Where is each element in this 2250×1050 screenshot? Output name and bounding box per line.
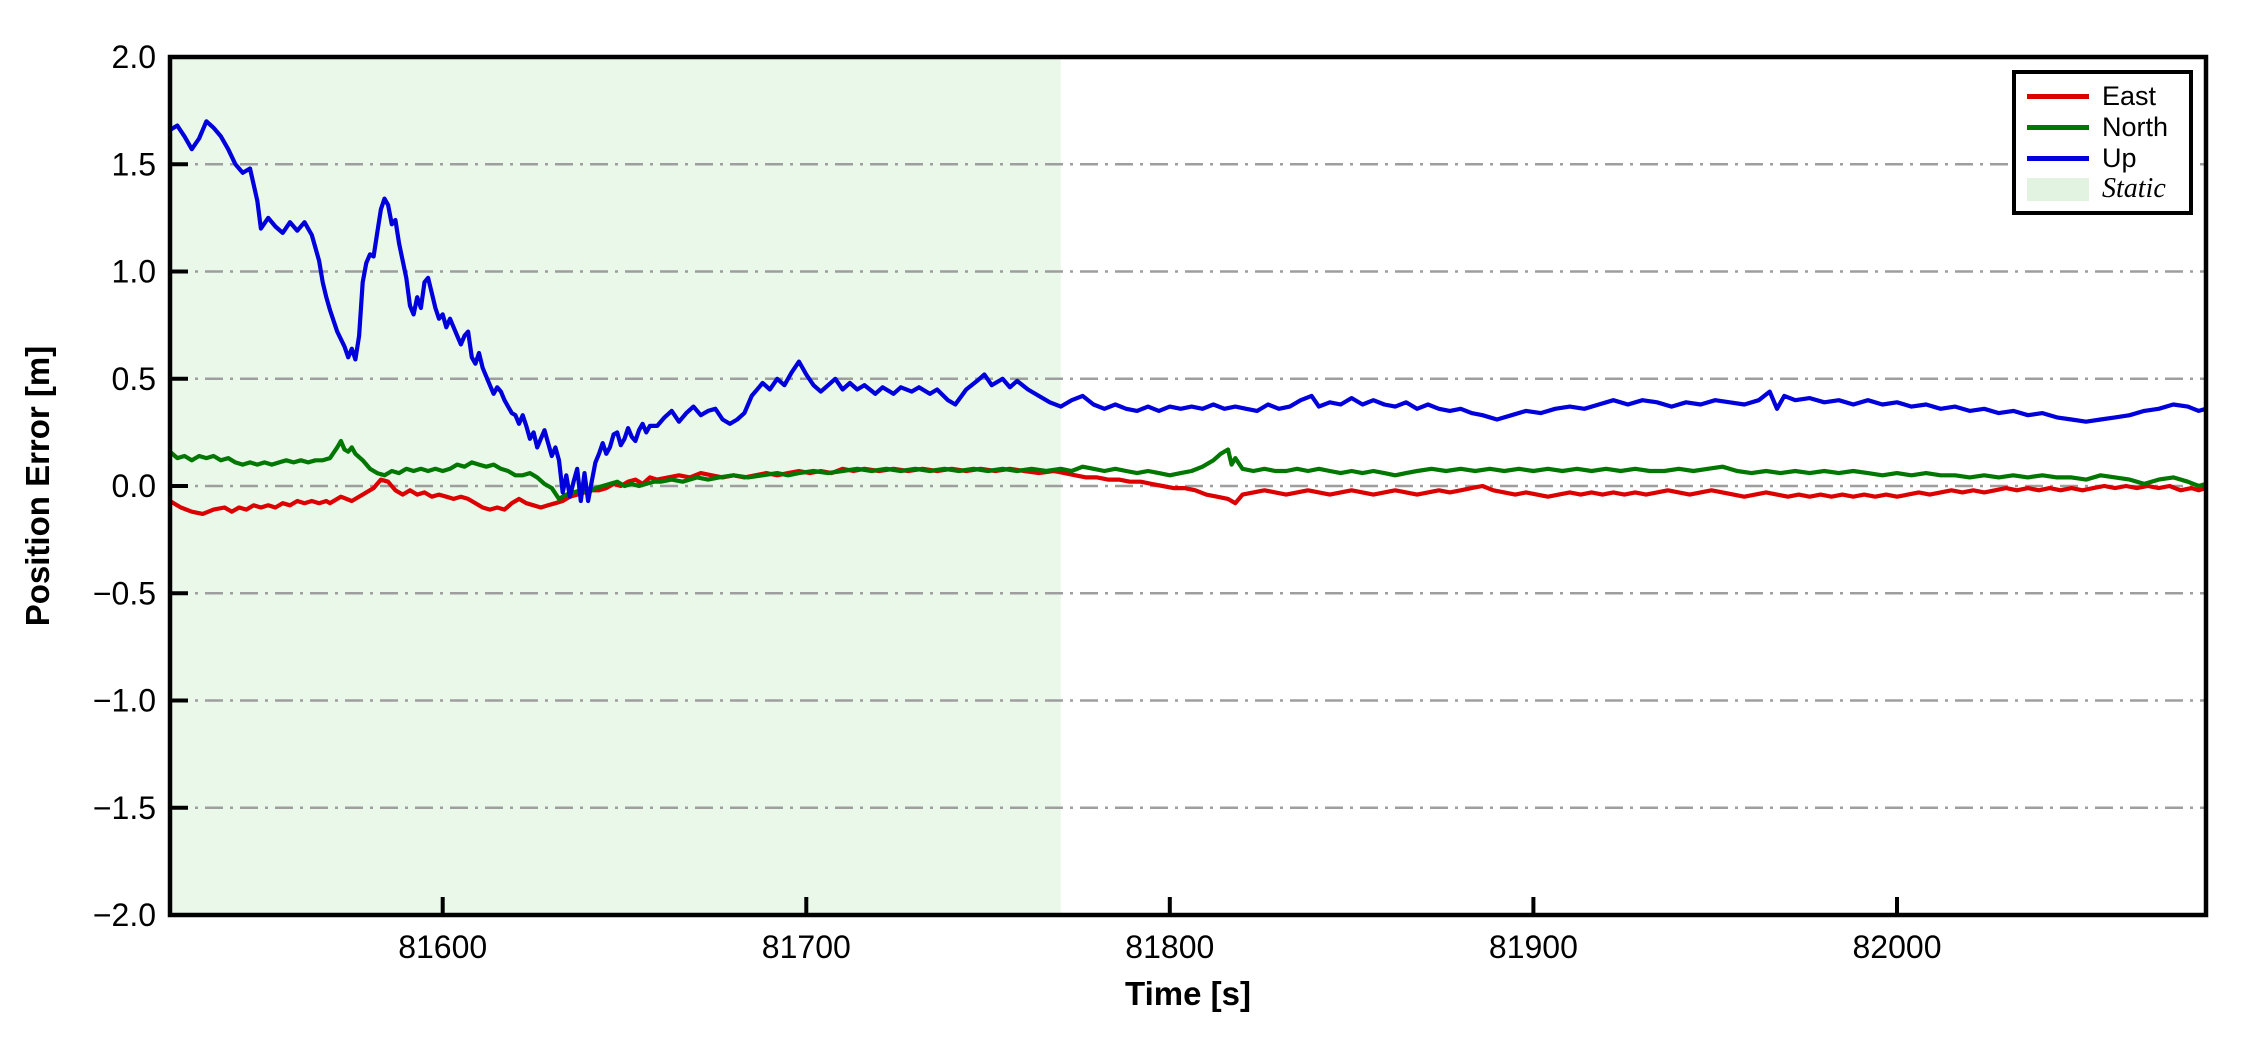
series-line-north — [170, 438, 2206, 501]
x-tick-label: 81600 — [398, 929, 487, 965]
east-line-swatch — [2027, 93, 2089, 99]
legend-item-north: North — [2027, 112, 2183, 142]
series-line-east — [170, 466, 2206, 516]
y-tick-label: 1.5 — [112, 146, 156, 182]
y-axis-label: Position Error [m] — [19, 345, 56, 627]
x-tick-label: 81900 — [1489, 929, 1578, 965]
legend-item-static: Static — [2027, 174, 2183, 204]
y-tick-label: 0.0 — [112, 468, 156, 504]
series-group — [170, 119, 2206, 516]
series-line-up — [170, 119, 2206, 504]
y-tick-label: −1.0 — [93, 683, 156, 719]
x-tick-label: 81700 — [762, 929, 851, 965]
legend-item-up: Up — [2027, 143, 2183, 173]
y-tick-label: 0.5 — [112, 361, 156, 397]
y-tick-label: −1.5 — [93, 790, 156, 826]
legend-label-north: North — [2102, 111, 2169, 142]
north-line-swatch — [2027, 124, 2089, 130]
x-axis-label: Time [s] — [1125, 975, 1251, 1012]
legend-label-static: Static — [2102, 173, 2166, 204]
legend-label-east: East — [2102, 80, 2157, 111]
x-tick-label: 81800 — [1125, 929, 1214, 965]
static-patch-swatch — [2027, 177, 2089, 201]
y-tick-label: −2.0 — [93, 897, 156, 933]
legend-item-east: East — [2027, 81, 2183, 111]
x-tick-label: 82000 — [1853, 929, 1942, 965]
y-tick-label: 2.0 — [112, 39, 156, 75]
legend-label-up: Up — [2102, 142, 2137, 173]
up-line-swatch — [2027, 155, 2089, 161]
y-tick-label: −0.5 — [93, 575, 156, 611]
y-tick-label: 1.0 — [112, 254, 156, 290]
legend: East North Up Static — [2012, 70, 2193, 215]
